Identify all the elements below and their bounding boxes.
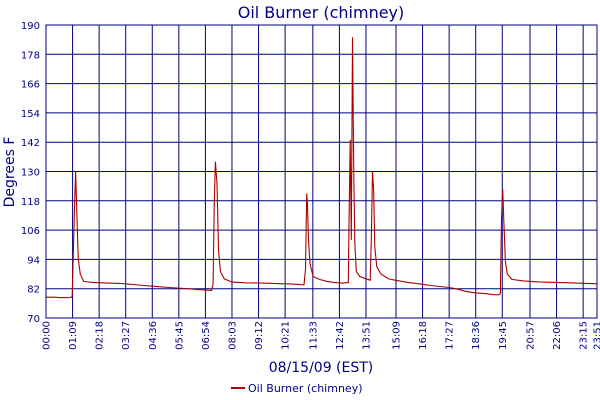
y-tick-label: 94: [27, 255, 40, 266]
y-tick-label: 106: [21, 226, 40, 237]
x-tick-label: 01:09: [68, 321, 79, 350]
legend: Oil Burner (chimney): [231, 382, 363, 395]
x-tick-label: 22:06: [552, 321, 563, 350]
x-axis-label: 08/15/09 (EST): [269, 360, 374, 376]
x-tick-label: 08:03: [227, 321, 238, 350]
y-tick-label: 178: [21, 50, 40, 61]
legend-label: Oil Burner (chimney): [248, 382, 363, 395]
y-tick-label: 190: [21, 21, 40, 32]
x-tick-label: 00:00: [42, 321, 53, 350]
y-tick-label: 82: [27, 285, 40, 296]
y-tick-label: 118: [21, 197, 40, 208]
x-tick-label: 19:45: [498, 321, 509, 350]
y-tick-label: 154: [21, 109, 40, 120]
x-tick-label: 13:51: [361, 321, 372, 350]
y-tick-label: 130: [21, 168, 40, 179]
x-tick-label: 02:18: [95, 321, 106, 350]
chart-title: Oil Burner (chimney): [238, 3, 405, 22]
x-tick-label: 15:09: [392, 321, 403, 350]
x-tick-label: 03:27: [121, 321, 132, 350]
y-axis-label: Degrees F: [2, 137, 18, 208]
y-tick-label: 142: [21, 138, 40, 149]
y-tick-label: 70: [27, 314, 40, 325]
x-tick-label: 23:51: [593, 321, 600, 350]
x-tick-label: 11:33: [308, 321, 319, 350]
x-tick-label: 20:57: [526, 321, 537, 350]
x-tick-label: 10:21: [281, 321, 292, 350]
x-tick-label: 12:42: [335, 321, 346, 350]
series-line: [46, 37, 598, 299]
x-tick-label: 16:18: [418, 321, 429, 350]
x-tick-label: 18:36: [471, 321, 482, 350]
y-tick-label: 166: [21, 80, 40, 91]
x-tick-label: 09:12: [254, 321, 265, 350]
x-tick-label: 05:45: [174, 321, 185, 350]
plot-frame: [45, 24, 598, 319]
x-tick-label: 17:27: [445, 321, 456, 350]
x-tick-label: 23:15: [579, 321, 590, 350]
x-tick-label: 06:54: [201, 321, 212, 350]
x-tick-label: 04:36: [148, 321, 159, 350]
